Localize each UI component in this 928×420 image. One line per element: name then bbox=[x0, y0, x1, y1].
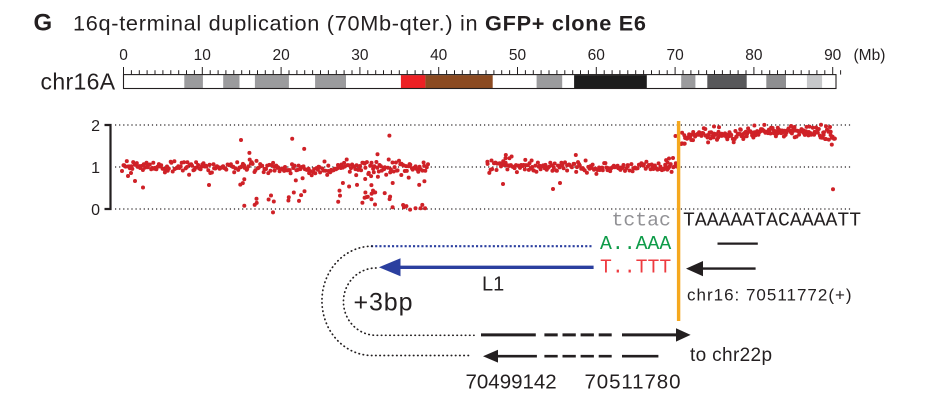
svg-text:80: 80 bbox=[745, 47, 763, 64]
svg-text:2: 2 bbox=[91, 118, 100, 135]
svg-text:A..AAA: A..AAA bbox=[600, 233, 671, 255]
svg-text:+3bp: +3bp bbox=[354, 289, 414, 317]
svg-text:(Mb): (Mb) bbox=[854, 47, 886, 64]
svg-text:TAAAAATACAAAATT: TAAAAATACAAAATT bbox=[683, 210, 861, 232]
svg-text:16q-terminal duplication (70Mb: 16q-terminal duplication (70Mb-qter.) in… bbox=[73, 10, 647, 35]
svg-text:to chr22p: to chr22p bbox=[690, 345, 772, 366]
svg-text:G: G bbox=[34, 10, 53, 37]
svg-text:70511780: 70511780 bbox=[585, 370, 682, 393]
svg-text:90: 90 bbox=[824, 47, 842, 64]
svg-text:70: 70 bbox=[666, 47, 684, 64]
svg-text:30: 30 bbox=[351, 47, 369, 64]
svg-text:20: 20 bbox=[272, 47, 290, 64]
svg-text:70499142: 70499142 bbox=[466, 370, 557, 393]
svg-text:T..TTT: T..TTT bbox=[600, 256, 671, 278]
svg-text:tctac: tctac bbox=[612, 210, 671, 232]
svg-text:chr16A: chr16A bbox=[41, 69, 116, 95]
svg-text:60: 60 bbox=[588, 47, 606, 64]
svg-text:1: 1 bbox=[91, 160, 100, 177]
svg-text:L1: L1 bbox=[482, 273, 504, 295]
svg-text:50: 50 bbox=[509, 47, 527, 64]
svg-text:0: 0 bbox=[119, 47, 128, 64]
svg-text:0: 0 bbox=[91, 202, 100, 219]
svg-text:10: 10 bbox=[194, 47, 212, 64]
svg-text:40: 40 bbox=[430, 47, 448, 64]
svg-text:chr16: 70511772(+): chr16: 70511772(+) bbox=[687, 286, 853, 305]
